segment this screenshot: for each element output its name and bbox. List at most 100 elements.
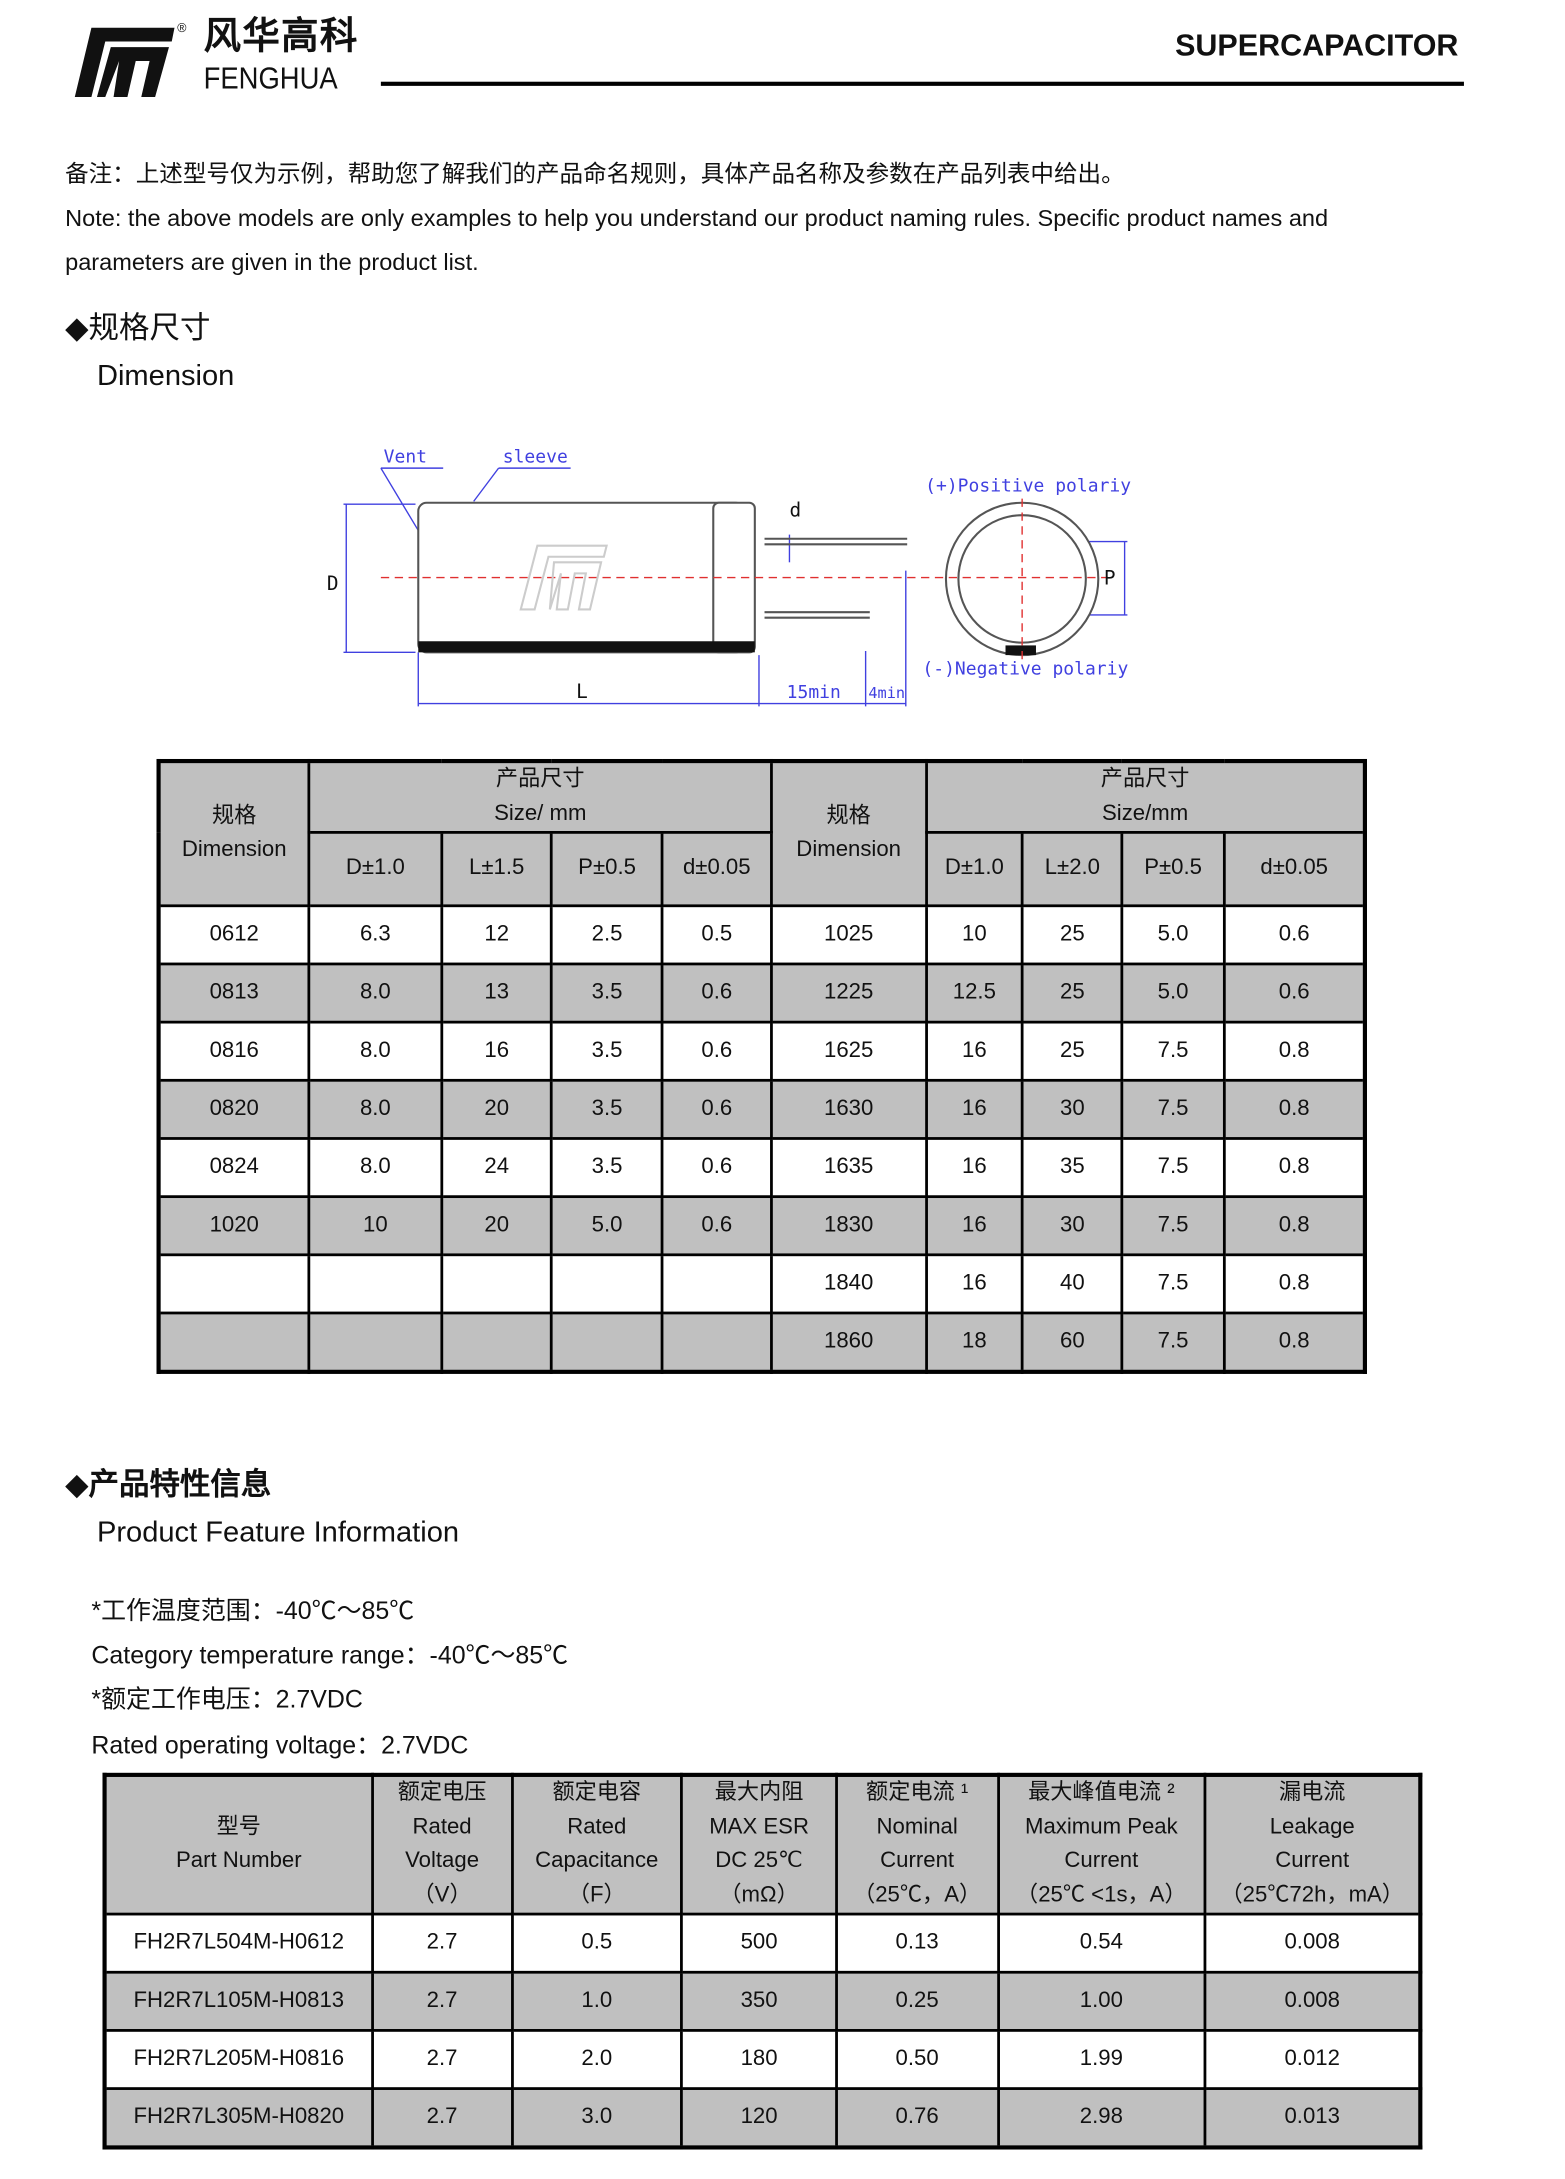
diameter-label: D — [327, 572, 339, 595]
lead-diameter-label: d — [789, 499, 801, 522]
table-cell: 1860 — [769, 1311, 928, 1374]
capacitor-dimension-diagram: Vent sleeve (+)Positive polariy (-)Negat… — [327, 447, 1131, 707]
table-cell: 8.0 — [307, 1020, 443, 1082]
table-cell: 0.6 — [660, 962, 773, 1024]
table-cell: 0824 — [157, 1137, 311, 1199]
table-cell: 16 — [924, 1137, 1025, 1199]
column-header: 额定电压 Rated Voltage （V） — [370, 1773, 514, 1916]
table-cell: 25 — [1021, 1020, 1124, 1082]
logo-text-en: FENGHUA — [203, 60, 338, 96]
table-cell: 3.5 — [550, 1137, 664, 1199]
table-cell: 0.5 — [510, 1912, 684, 1974]
fenghua-logo: ® — [74, 21, 186, 97]
table-cell: 0.8 — [1222, 1020, 1367, 1082]
table-cell: FH2R7L105M-H0813 — [103, 1970, 374, 2032]
table-cell: 2.7 — [370, 2087, 514, 2149]
table-cell: 0612 — [157, 904, 311, 966]
table-cell: 180 — [680, 2029, 838, 2090]
table-cell: 16 — [924, 1253, 1025, 1315]
table-cell: 5.0 — [1120, 904, 1226, 966]
table-cell: 1.99 — [996, 2029, 1207, 2090]
table-row: 0813 8.0 13 3.5 0.6 1225 12.5 25 5.0 0.6 — [157, 962, 1367, 1024]
table-cell: 3.5 — [550, 962, 664, 1024]
table-cell: 7.5 — [1120, 1311, 1226, 1374]
table-row: FH2R7L205M-H0816 2.7 2.0 180 0.50 1.99 0.012 — [103, 2029, 1422, 2090]
lead-4min-label: 4min — [868, 684, 905, 702]
table-cell: 16 — [924, 1195, 1025, 1257]
table-cell: 1840 — [769, 1253, 928, 1315]
table-row: 1860 18 60 7.5 0.8 — [157, 1311, 1367, 1374]
table-cell: 0.013 — [1203, 2087, 1422, 2149]
table-row: 0820 8.0 20 3.5 0.6 1630 16 30 7.5 0.8 — [157, 1078, 1367, 1140]
feature-section-title-cn: ◆产品特性信息 — [65, 1468, 272, 1503]
product-feature-table: 型号 Part Number 额定电压 Rated Voltage （V） 额定电容 Rate… — [102, 1772, 1423, 2150]
column-header: 额定电流 ¹ Nominal Current （25℃，A） — [834, 1773, 1000, 1916]
column-header: 额定电容 Rated Capacitance （F） — [510, 1773, 684, 1916]
table-cell — [660, 1311, 773, 1374]
table-row: 0612 6.3 12 2.5 0.5 1025 10 25 5.0 0.6 — [157, 904, 1367, 966]
subheader-left: d±0.05 — [660, 831, 773, 908]
table-row: FH2R7L305M-H0820 2.7 3.0 120 0.76 2.98 0.013 — [103, 2087, 1422, 2149]
subheader-right: d±0.05 — [1222, 831, 1367, 908]
table-cell: 0.008 — [1203, 1912, 1422, 1974]
table-cell: 24 — [440, 1137, 554, 1199]
table-cell: 20 — [440, 1078, 554, 1140]
subheader-left: L±1.5 — [440, 831, 554, 908]
watermark-logo — [519, 544, 608, 611]
table-cell: 8.0 — [307, 1137, 443, 1199]
section-title-en: Dimension — [96, 360, 235, 392]
table-cell: 7.5 — [1120, 1253, 1226, 1315]
table-cell: 0813 — [157, 962, 311, 1024]
table-cell: 1.0 — [510, 1970, 684, 2032]
table-cell: 1830 — [769, 1195, 928, 1257]
table-cell: 2.7 — [370, 1912, 514, 1974]
table-cell: 8.0 — [307, 1078, 443, 1140]
header-size-right: 产品尺寸 Size/mm — [924, 759, 1367, 834]
table-cell: 25 — [1021, 962, 1124, 1024]
table-cell: 30 — [1021, 1078, 1124, 1140]
table-cell: 2.7 — [370, 1970, 514, 2032]
table-cell: 5.0 — [1120, 962, 1226, 1024]
table-row: 0824 8.0 24 3.5 0.6 1635 16 35 7.5 0.8 — [157, 1137, 1367, 1199]
table-cell — [550, 1311, 664, 1374]
table-cell: 40 — [1021, 1253, 1124, 1315]
vent-label: Vent — [384, 447, 427, 468]
header-size-left: 产品尺寸 Size/ mm — [307, 759, 773, 834]
table-cell: 16 — [924, 1078, 1025, 1140]
subheader-left: P±0.5 — [550, 831, 664, 908]
column-header: 漏电流 Leakage Current （25℃72h，mA） — [1203, 1773, 1422, 1916]
table-cell: 8.0 — [307, 962, 443, 1024]
table-cell: 120 — [680, 2087, 838, 2149]
table-cell: 3.5 — [550, 1020, 664, 1082]
table-cell: 1025 — [769, 904, 928, 966]
table-cell: 10 — [307, 1195, 443, 1257]
subheader-right: P±0.5 — [1120, 831, 1226, 908]
positive-polarity-label: (+)Positive polariy — [925, 476, 1131, 497]
table-row: FH2R7L105M-H0813 2.7 1.0 350 0.25 1.00 0.008 — [103, 1970, 1422, 2032]
rated-voltage-en: Rated operating voltage：2.7VDC — [91, 1731, 469, 1759]
logo-text-cn: 风华高科 — [203, 15, 359, 59]
table-cell: 0.6 — [1222, 962, 1367, 1024]
table-cell: 35 — [1021, 1137, 1124, 1199]
header-divider — [380, 81, 1464, 86]
table-cell: 350 — [680, 1970, 838, 2032]
table-cell: 0.008 — [1203, 1970, 1422, 2032]
table-cell: 7.5 — [1120, 1195, 1226, 1257]
table-cell: 18 — [924, 1311, 1025, 1374]
table-cell: 2.7 — [370, 2029, 514, 2090]
subheader-right: D±1.0 — [924, 831, 1025, 908]
table-cell: 20 — [440, 1195, 554, 1257]
table-cell: 2.0 — [510, 2029, 684, 2090]
table-row: FH2R7L504M-H0612 2.7 0.5 500 0.13 0.54 0.008 — [103, 1912, 1422, 1974]
table-cell: 10 — [924, 904, 1025, 966]
table-cell — [157, 1311, 311, 1374]
column-header: 最大内阻 MAX ESR DC 25℃ （mΩ） — [680, 1773, 838, 1916]
table-cell: 500 — [680, 1912, 838, 1974]
table-cell: 3.0 — [510, 2087, 684, 2149]
table-cell: 0.6 — [660, 1078, 773, 1140]
table-cell: 1.00 — [996, 1970, 1207, 2032]
table-cell — [157, 1253, 311, 1315]
column-header: 型号 Part Number — [103, 1773, 374, 1916]
table-cell: 0.6 — [660, 1137, 773, 1199]
table-cell: 0816 — [157, 1020, 311, 1082]
